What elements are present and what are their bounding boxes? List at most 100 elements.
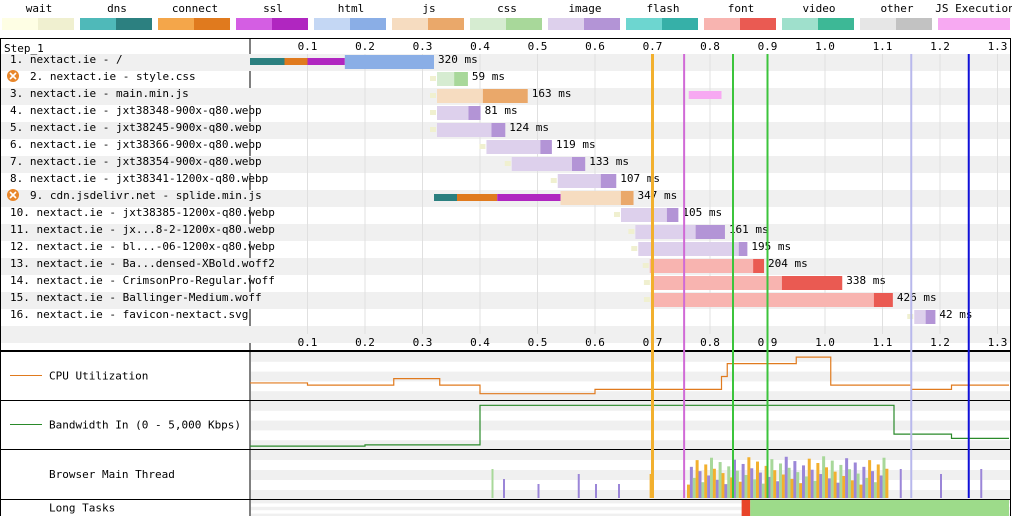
main-thread-activity [859, 484, 863, 498]
connect-segment [457, 194, 498, 201]
axis-tick-label: 0.5 [528, 40, 548, 53]
legend-swatch-dark-0 [38, 18, 74, 30]
request-time: 42 ms [939, 308, 972, 321]
legend-swatch-9 [704, 18, 740, 30]
request-bar-ttfb [437, 106, 469, 120]
main-thread-activity [827, 478, 831, 498]
row-background [1, 54, 1010, 71]
request-bar-ttfb [914, 310, 926, 324]
request-time: 105 ms [682, 206, 722, 219]
panel-label-bandwidth: Bandwidth In (0 - 5,000 Kbps) [49, 419, 241, 432]
main-thread-activity [850, 480, 854, 498]
main-thread-activity [750, 468, 754, 498]
request-label: 2. nextact.ie - style.css [30, 70, 196, 83]
main-thread-activity [876, 464, 880, 498]
ssl-segment [497, 194, 561, 201]
legend-label-ssl: ssl [263, 2, 283, 15]
long-task-block [741, 500, 751, 516]
main-thread-activity [756, 461, 759, 498]
main-thread-activity [724, 484, 728, 498]
row-background [1, 224, 1010, 241]
panel-stripe [251, 513, 1010, 516]
waterfall-frame [0, 38, 1011, 351]
request-time: 204 ms [768, 257, 808, 270]
main-thread-activity [767, 476, 771, 498]
panel-stripe [251, 450, 1010, 460]
main-thread-activity [776, 481, 780, 498]
request-bar-download [620, 191, 634, 205]
request-bar-download [468, 106, 481, 120]
row-background [1, 122, 1010, 139]
main-thread-activity [770, 459, 774, 498]
main-thread-activity [816, 463, 820, 498]
panel-stripe [251, 440, 1010, 450]
panel-stripe [251, 470, 1010, 480]
legend-label-wait: wait [26, 2, 53, 15]
axis-tick-label: 1.0 [815, 40, 835, 53]
wait-segment [479, 144, 486, 149]
legend-swatch-4 [314, 18, 350, 30]
request-bar-download [925, 310, 936, 324]
main-thread-activity [649, 474, 652, 498]
main-thread-activity [707, 475, 711, 498]
request-time: 163 ms [532, 87, 572, 100]
axis-tick-label-bottom: 1.3 [988, 336, 1008, 349]
main-thread-activity [940, 474, 942, 498]
main-thread-activity [810, 469, 814, 498]
main-thread-activity [537, 484, 540, 498]
main-thread-activity [695, 460, 699, 498]
main-thread-activity [793, 461, 797, 498]
panel-stripe [251, 352, 1010, 362]
main-thread-activity [698, 471, 702, 498]
request-time: 338 ms [846, 274, 886, 287]
request-time: 347 ms [638, 189, 678, 202]
main-thread-activity [721, 473, 725, 498]
legend-swatch-dark-12 [974, 18, 1010, 30]
legend-swatch-dark-10 [818, 18, 854, 30]
axis-tick-label-bottom: 0.2 [355, 336, 375, 349]
request-bar-ttfb [638, 242, 739, 256]
legend-swatch-7 [548, 18, 584, 30]
main-thread-activity [710, 457, 713, 498]
main-thread-activity [813, 480, 817, 498]
axis-tick-label-bottom: 0.6 [585, 336, 605, 349]
main-thread-activity [738, 481, 742, 498]
panel-stripe [251, 391, 1010, 401]
axis-tick-label-bottom: 1.2 [930, 336, 950, 349]
main-thread-activity [807, 458, 811, 498]
axis-tick-label-bottom: 1.1 [873, 336, 893, 349]
request-bar-ttfb [650, 293, 874, 307]
main-thread-activity [790, 478, 794, 498]
axis-tick-label: 0.8 [700, 40, 720, 53]
main-thread-activity [899, 469, 902, 498]
main-thread-activity [819, 474, 823, 498]
request-time: 426 ms [897, 291, 937, 304]
request-label: 4. nextact.ie - jxt38348-900x-q80.webp [10, 104, 262, 117]
main-thread-activity [980, 469, 983, 498]
main-thread-activity [764, 465, 768, 498]
main-thread-activity [779, 463, 782, 498]
legend-swatch-2 [158, 18, 194, 30]
request-bar-ttfb [486, 140, 541, 154]
main-thread-activity [735, 470, 739, 498]
request-label: 9. cdn.jsdelivr.net - splide.min.js [30, 189, 262, 202]
request-label: 3. nextact.ie - main.min.js [10, 87, 189, 100]
legend-swatch-3 [236, 18, 272, 30]
request-time: 119 ms [556, 138, 596, 151]
request-bar-ttfb [650, 276, 782, 290]
request-bar-download [753, 259, 765, 273]
request-time: 161 ms [729, 223, 769, 236]
legend-swatch-1 [80, 18, 116, 30]
legend-swatch-5 [392, 18, 428, 30]
legend-label-js-execution: JS Execution [935, 2, 1012, 15]
main-thread-activity [730, 477, 734, 498]
main-thread-activity [758, 472, 762, 498]
request-time: 133 ms [589, 155, 629, 168]
wait-segment [631, 246, 638, 251]
legend-label-other: other [880, 2, 913, 15]
request-bar-download [873, 293, 893, 307]
axis-tick-label: 0.1 [298, 40, 318, 53]
main-thread-activity [862, 466, 866, 498]
main-thread-activity [882, 457, 886, 498]
axis-tick-label: 0.7 [643, 40, 663, 53]
